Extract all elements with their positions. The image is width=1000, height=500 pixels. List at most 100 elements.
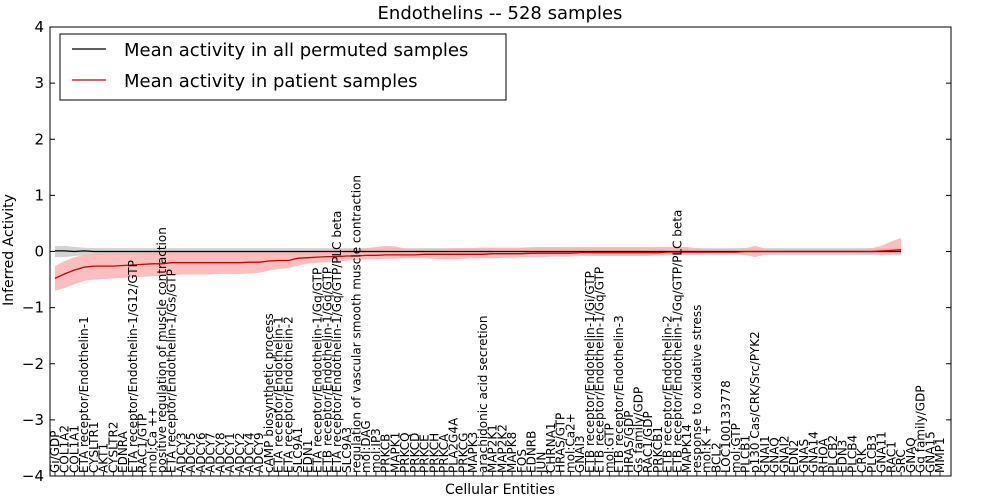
x-tick-label-eta-receptor-endothelin-1: ETA receptor/Endothelin-1 [77,316,91,473]
y-tick-label: −2 [22,355,44,373]
x-tick-label-eta-receptor-endothelin-1-g12-gtp: ETA receptor/Endothelin-1/G12/GTP [126,260,140,473]
x-tick-label-gnai3: GNAI3 [573,435,587,473]
y-tick-label: 0 [34,243,44,261]
legend-label-permuted: Mean activity in all permuted samples [124,40,468,61]
y-tick-label: 1 [34,186,44,204]
x-tick-label-gna14: GNA14 [807,431,821,473]
x-tick-label-positive-regulation-of-muscle-contraction: positive regulation of muscle contractio… [155,227,169,473]
x-tick-label-arachidonic-acid-secretion: arachidonic acid secretion [476,316,490,473]
x-tick-label-regulation-of-vascular-smooth-muscle-contraction: regulation of vascular smooth muscle con… [350,175,364,473]
x-tick-label-rac1-gdp: RAC1/GDP [641,411,655,473]
x-tick-label-prkcg: PRKCG [457,433,471,473]
x-tick-label-gna11: GNA11 [875,431,889,473]
x-tick-label-prkcb1: PRKCB1 [651,426,665,473]
x-tick-label-gna15: GNA15 [923,431,937,473]
y-tick-label: 3 [34,74,44,92]
x-tick-label-mapk14: MAPK14 [680,424,694,473]
x-tick-label-mol-gtp: mol:GTP [602,423,616,473]
x-tick-label-jun: JUN [534,452,548,474]
x-tick-label-prkch: PRKCH [427,433,441,473]
x-tick-label-adcy1: ADCY1 [223,432,237,473]
x-tick-label-etb-receptor-endothelin-1-gq-gtp: ETB receptor/Endothelin-1/Gq/GTP [320,267,334,473]
x-tick-label-eta-receptor-endothelin-1: ETA receptor/Endothelin-1 [272,316,286,473]
x-tick-label-mol-gtp: mol:GTP [729,423,743,473]
x-tick-label-mol-ip3: mol:IP3 [369,428,383,473]
x-tick-label-etb-receptor-endothelin-3: ETB receptor/Endothelin-3 [612,315,626,473]
y-tick-label: 4 [34,18,44,36]
x-tick-label-src: SRC [894,449,908,473]
x-axis-label: Cellular Entities [445,482,555,498]
x-tick-label-map2k1: MAP2K1 [486,424,500,473]
x-tick-label-ednrb: EDNRB [525,431,539,473]
x-tick-label-slc9a1: SLC9A1 [291,427,305,473]
x-tick-label-akt1: AKT1 [97,443,111,473]
x-tick-label-gnai1: GNAI1 [758,435,772,473]
x-tick-label-plcb2: PLCB2 [826,435,840,473]
x-tick-label-edn3: EDN3 [836,440,850,473]
x-tick-label-mol-k: mol:K + [700,425,714,473]
x-tick-label-mapk3: MAPK3 [466,432,480,473]
x-tick-label-mol-ca2: mol:Ca2+ [563,413,577,473]
x-tick-label-edn1: EDN1 [301,440,315,473]
legend-box [59,33,507,101]
x-tick-label-etb-receptor-endothelin-1-gq-gtp: ETB receptor/Endothelin-1/Gq/GTP [593,267,607,473]
x-tick-label-gs-family-gdp: Gs family/GDP [632,387,646,473]
x-tick-label-prkce: PRKCE [418,434,432,473]
y-tick-label: −1 [22,299,44,317]
x-tick-label-map2k2: MAP2K2 [495,424,509,473]
x-tick-label-plcb3: PLCB3 [865,435,879,473]
x-tick-label-pla2g4a: PLA2G4A [447,417,461,473]
x-tick-label-col1a2: COL1A2 [58,425,72,473]
x-tick-label-etb-receptor-endothelin-2: ETB receptor/Endothelin-2 [661,315,675,473]
x-tick-label-slc9a3: SLC9A3 [340,427,354,473]
x-tick-label-plcb4: PLCB4 [846,435,860,473]
x-tick-label-mol-ca: mol:Ca ++ [145,407,159,473]
legend-label-patient: Mean activity in patient samples [124,71,418,92]
x-tick-label-adcy4: ADCY4 [243,432,257,473]
x-tick-label-chrna1: CHRNA1 [544,422,558,473]
x-tick-label-adcy8: ADCY8 [213,432,227,473]
patient-mean-line [54,249,902,279]
x-tick-label-adcy3: ADCY3 [174,432,188,473]
x-tick-label-p130-cas-crk-src-pyk2: p130 Cas/CRK/Src/PYK2 [748,331,762,473]
x-tick-label-gnai2: GNAI2 [777,435,791,473]
x-tick-label-mol-dag: mol:DAG [359,420,373,473]
x-tick-label-hras-gtp: HRAS/GTP [554,413,568,473]
x-tick-label-adcy2: ADCY2 [233,432,247,473]
plot-frame [49,26,952,477]
x-tick-label-edn2: EDN2 [787,440,801,473]
x-tick-label-gnaq: GNAQ [904,437,918,473]
plot-area [54,238,902,291]
x-tick-label-adcy5: ADCY5 [184,432,198,473]
x-tick-label-adcy7: ADCY7 [204,432,218,473]
x-tick-label-mapk1: MAPK1 [388,432,402,473]
x-tick-label-crk: CRK [855,447,869,473]
x-tick-label-prkcq: PRKCQ [398,432,412,473]
x-tick-label-hras-gdp: HRAS/GDP [622,410,636,473]
y-axis-label: Inferred Activity [1,194,17,306]
x-tick-label-gq-family-gdp: Gq family/GDP [914,385,928,473]
x-tick-label-bcl2: BCL2 [709,442,723,473]
legend: Mean activity in all permuted samples Me… [59,33,507,101]
x-tick-label-gnas: GNAS [797,439,811,473]
x-tick-label-mmp1: MMP1 [933,437,947,473]
y-tick-label: 2 [34,130,44,148]
x-tick-label-prkcb: PRKCB [379,434,393,473]
x-tick-label-ednra: EDNRA [116,430,130,473]
chart-title: Endothelins -- 528 samples [378,3,623,24]
x-tick-label-gnaq: GNAQ [768,437,782,473]
x-tick-label-rac1-gtp: RAC1/GTP [136,414,150,473]
x-tick-label-response-to-oxidative-stress: response to oxidative stress [690,305,704,473]
x-tick-label-plcb1: PLCB1 [739,435,753,473]
x-tick-label-mapk8: MAPK8 [505,432,519,473]
x-tick-label-col1a1: COL1A1 [68,425,82,473]
x-tick-label-fos: FOS [515,449,529,473]
x-tick-label-prkca: PRKCA [437,433,451,473]
x-tick-label-etb-receptor-endothelin-1-gi-gtp: ETB receptor/Endothelin-1/Gi/GTP [583,271,597,473]
x-tick-label-eta-receptor-endothelin-2: ETA receptor/Endothelin-2 [281,316,295,473]
x-tick-label-eta-receptor-endothelin-1-gq-gtp: ETA receptor/Endothelin-1/Gq/GTP [311,268,325,473]
x-tick-label-prkcd: PRKCD [408,433,422,473]
x-tick-label-rhoa: RHOA [816,437,830,473]
